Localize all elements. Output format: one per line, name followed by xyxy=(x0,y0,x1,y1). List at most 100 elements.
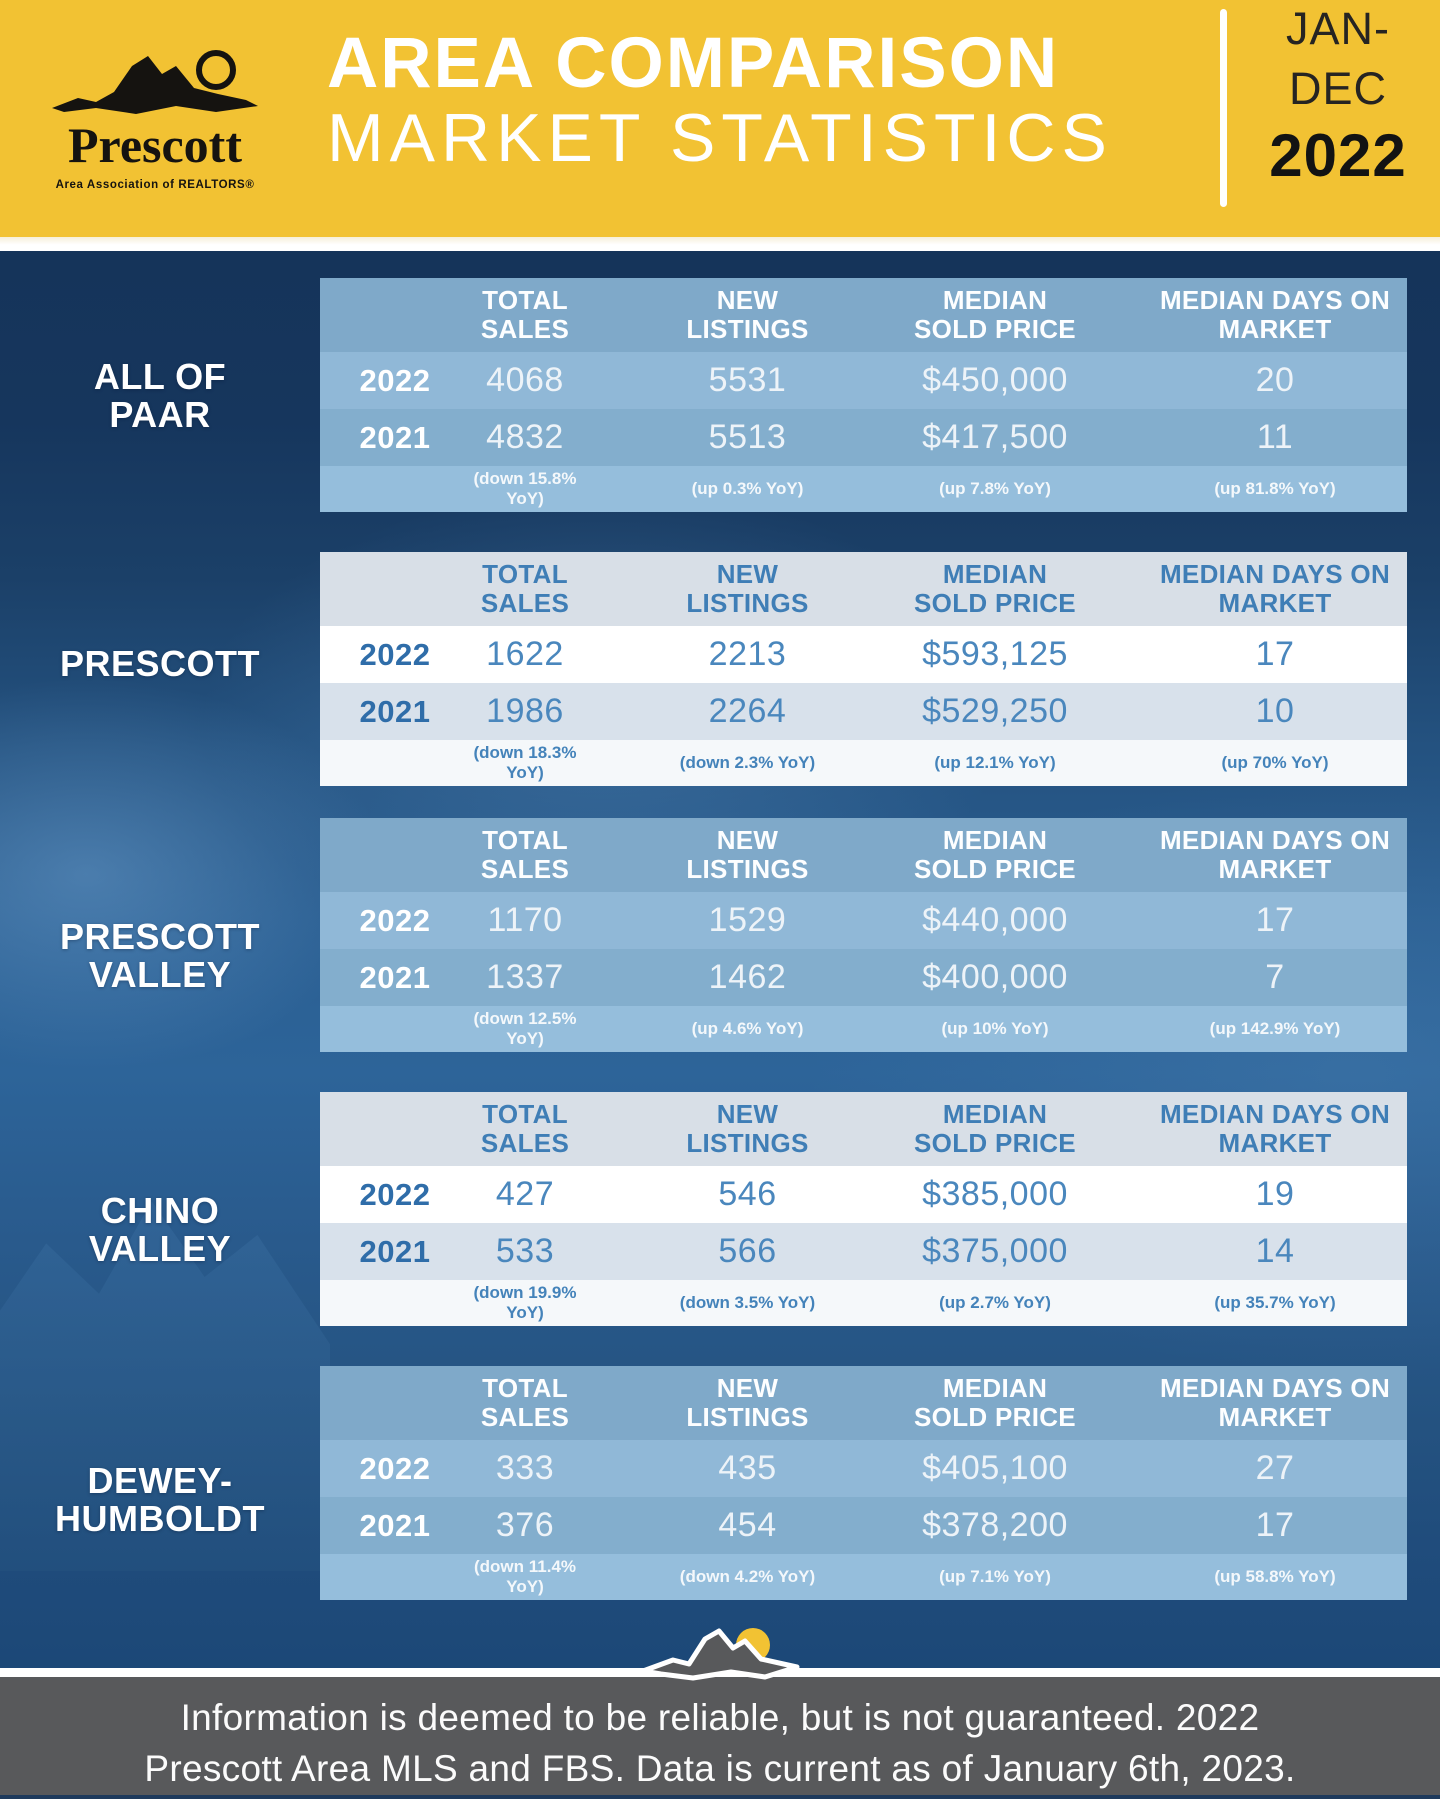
data-row-2021: 2021 376 454 $378,200 17 xyxy=(320,1497,1407,1554)
column-header: NEW LISTINGS xyxy=(590,824,905,884)
year-label: 2022 xyxy=(359,1176,431,1212)
market-table-prescott: TOTAL SALES NEW LISTINGS MEDIAN SOLD PRICE… xyxy=(320,552,1407,786)
header-separator-strip xyxy=(0,237,1440,251)
column-header-label: MEDIAN SOLD PRICE xyxy=(914,1372,1076,1432)
stat-value: 1986 xyxy=(486,692,564,730)
disclaimer-line-1: Information is deemed to be reliable, bu… xyxy=(180,1697,1260,1738)
yoy-value: (up 35.7% YoY) xyxy=(1214,1293,1336,1312)
stat-value: 427 xyxy=(495,1175,555,1213)
column-header-label: NEW LISTINGS xyxy=(686,558,809,618)
yoy-value: (up 4.6% YoY) xyxy=(691,1019,804,1038)
table-header-row: TOTAL SALES NEW LISTINGS MEDIAN SOLD PRICE… xyxy=(320,552,1407,626)
stat-value: 7 xyxy=(1265,958,1285,996)
column-header-label: MEDIAN SOLD PRICE xyxy=(914,558,1076,618)
period-month-end: DEC xyxy=(1288,63,1387,114)
mountain-silhouette xyxy=(0,1201,330,1571)
area-label-prescott: PRESCOTT xyxy=(59,643,260,684)
yoy-row: (down 12.5% YoY) (up 4.6% YoY) (up 10% YoY… xyxy=(320,1006,1407,1052)
yoy-row: (down 11.4% YoY) (down 4.2% YoY) (up 7.1% … xyxy=(320,1554,1407,1600)
yoy-value: (up 10% YoY) xyxy=(941,1019,1049,1038)
stat-value: 5531 xyxy=(708,361,787,399)
column-header: TOTAL SALES xyxy=(460,1098,590,1158)
stat-value: 1337 xyxy=(486,958,564,996)
stat-value: 4068 xyxy=(486,361,564,399)
stat-value: $400,000 xyxy=(922,958,1068,996)
market-table-chino-valley: TOTAL SALES NEW LISTINGS MEDIAN SOLD PRICE… xyxy=(320,1092,1407,1326)
stat-value: 546 xyxy=(718,1175,777,1213)
stat-value: 376 xyxy=(495,1506,555,1544)
stat-value: 17 xyxy=(1255,635,1295,673)
column-header: TOTAL SALES xyxy=(460,284,590,344)
yoy-value: (up 7.1% YoY) xyxy=(939,1567,1051,1586)
area-label-all-of-paar: ALL OF PAAR xyxy=(93,356,227,435)
column-header-label: NEW LISTINGS xyxy=(686,1372,809,1432)
period-month-start: JAN- xyxy=(1286,3,1390,54)
column-header: TOTAL SALES xyxy=(460,824,590,884)
yoy-value: (down 4.2% YoY) xyxy=(679,1567,816,1586)
stat-value: 2213 xyxy=(708,635,787,673)
table-header-row: TOTAL SALES NEW LISTINGS MEDIAN SOLD PRICE… xyxy=(320,818,1407,892)
column-header: NEW LISTINGS xyxy=(590,558,905,618)
data-row-2022: 2022 4068 5531 $450,000 20 xyxy=(320,352,1407,409)
column-header: MEDIAN DAYS ON MARKET xyxy=(1085,1372,1407,1432)
data-row-2021: 2021 1337 1462 $400,000 7 xyxy=(320,949,1407,1006)
stat-value: 1170 xyxy=(487,901,563,939)
column-header: MEDIAN SOLD PRICE xyxy=(905,285,1085,344)
brand-subtitle: Area Association of REALTORS® xyxy=(55,179,255,191)
stat-value: 4832 xyxy=(486,418,564,456)
data-row-2022: 2022 427 546 $385,000 19 xyxy=(320,1166,1407,1223)
year-label: 2022 xyxy=(359,1450,431,1486)
area-label-chino-valley: CHINO VALLEY xyxy=(88,1190,232,1269)
yoy-value: (up 142.9% YoY) xyxy=(1209,1019,1341,1038)
column-header-label: MEDIAN SOLD PRICE xyxy=(914,1098,1076,1158)
stat-value: $529,250 xyxy=(922,692,1068,730)
stat-value: 1529 xyxy=(708,901,787,939)
brand-name: Prescott xyxy=(68,117,242,173)
yoy-value: (up 58.8% YoY) xyxy=(1214,1567,1336,1586)
column-header: NEW LISTINGS xyxy=(590,1099,905,1158)
stat-value: 19 xyxy=(1255,1175,1295,1213)
column-header-label: TOTAL SALES xyxy=(480,1098,570,1158)
stat-value: $450,000 xyxy=(922,361,1068,399)
column-header: MEDIAN DAYS ON MARKET xyxy=(1085,285,1407,344)
stat-value: $440,000 xyxy=(922,901,1068,939)
stat-value: 1462 xyxy=(708,958,787,996)
data-row-2022: 2022 1170 1529 $440,000 17 xyxy=(320,892,1407,949)
footer-bar xyxy=(0,1677,1440,1795)
yoy-row: (down 18.3% YoY) (down 2.3% YoY) (up 12.1%… xyxy=(320,740,1407,786)
column-header-label: TOTAL SALES xyxy=(480,824,570,884)
yoy-value: (up 12.1% YoY) xyxy=(934,753,1056,772)
market-table-prescott-valley: TOTAL SALES NEW LISTINGS MEDIAN SOLD PRICE… xyxy=(320,818,1407,1052)
stat-value: 533 xyxy=(495,1232,555,1270)
year-label: 2022 xyxy=(359,902,431,938)
page-title: AREA COMPARISON xyxy=(327,24,1060,103)
column-header-label: TOTAL SALES xyxy=(480,284,570,344)
stat-value: $593,125 xyxy=(922,635,1068,673)
footer-mountain-logo-icon xyxy=(635,1621,805,1690)
market-table-all-of-paar: TOTAL SALES NEW LISTINGS MEDIAN SOLD PRICE… xyxy=(320,278,1407,512)
stat-value: 333 xyxy=(495,1449,555,1487)
year-label: 2022 xyxy=(359,362,431,398)
column-header-label: MEDIAN SOLD PRICE xyxy=(914,824,1076,884)
column-header: MEDIAN SOLD PRICE xyxy=(905,1372,1085,1432)
yoy-value: (down 2.3% YoY) xyxy=(679,753,816,772)
data-row-2021: 2021 533 566 $375,000 14 xyxy=(320,1223,1407,1280)
year-label: 2021 xyxy=(359,1233,431,1269)
year-label: 2022 xyxy=(359,636,431,672)
period-year: 2022 xyxy=(1269,122,1407,189)
column-header-label: TOTAL SALES xyxy=(480,558,570,618)
page-subtitle: MARKET STATISTICS xyxy=(327,100,1113,176)
stat-value: 20 xyxy=(1255,361,1295,399)
column-header: MEDIAN DAYS ON MARKET xyxy=(1085,559,1407,618)
data-row-2021: 2021 1986 2264 $529,250 10 xyxy=(320,683,1407,740)
yoy-value: (down 12.5% YoY) xyxy=(473,1009,577,1048)
stat-value: $385,000 xyxy=(922,1175,1068,1213)
stat-value: 1622 xyxy=(486,635,564,673)
yoy-value: (up 2.7% YoY) xyxy=(939,1293,1051,1312)
area-label-dewey-humboldt: DEWEY- HUMBOLDT xyxy=(55,1460,265,1539)
yoy-row: (down 19.9% YoY) (down 3.5% YoY) (up 2.7% … xyxy=(320,1280,1407,1326)
stat-value: 454 xyxy=(718,1506,777,1544)
column-header-label: MEDIAN DAYS ON MARKET xyxy=(1159,1372,1391,1432)
stat-value: 435 xyxy=(718,1449,777,1487)
column-header-label: NEW LISTINGS xyxy=(686,824,809,884)
